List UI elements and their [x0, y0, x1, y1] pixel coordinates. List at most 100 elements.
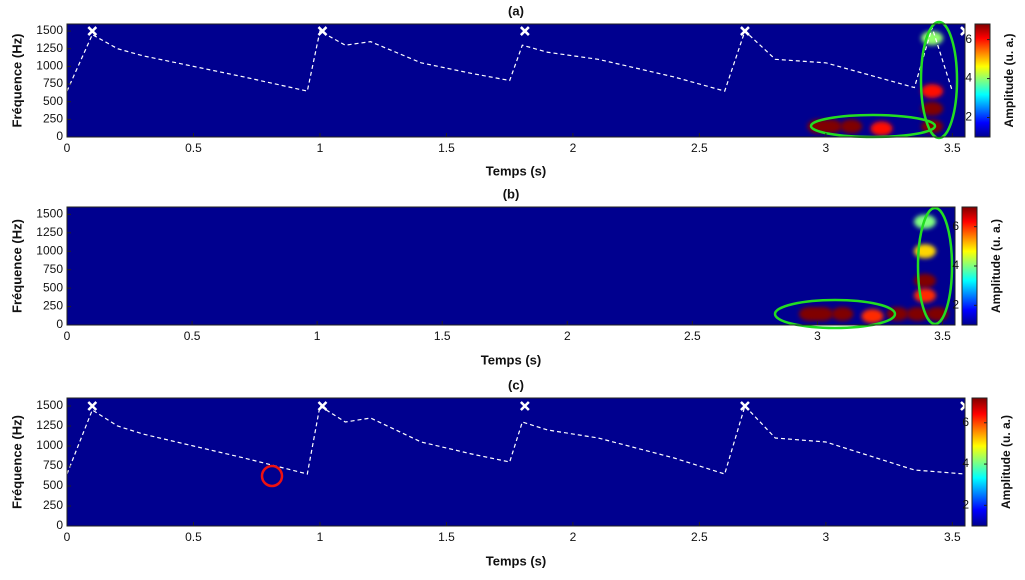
x-tick-label: 0.5	[185, 530, 202, 544]
colorbar-tick-label: 4	[962, 456, 969, 470]
peak-marker	[519, 401, 530, 411]
x-tick-label: 1.5	[438, 141, 455, 155]
colorbar-label: Amplitude (u. a.)	[1002, 34, 1016, 128]
y-tick-label: 250	[43, 299, 63, 313]
peak-marker	[740, 401, 750, 411]
colorbar-tick-label: 6	[962, 415, 969, 429]
hotspot	[870, 121, 893, 136]
x-tick-label: 3.5	[944, 141, 961, 155]
x-tick-label: 0.5	[185, 141, 202, 155]
plot-frame	[66, 206, 956, 326]
hotspot	[831, 306, 854, 321]
x-axis-label: Temps (s)	[486, 163, 546, 178]
y-axis-label: Fréquence (Hz)	[9, 34, 24, 128]
colorbar-tick-label: 4	[952, 258, 959, 272]
highlight-ellipse	[916, 206, 954, 326]
plot-background	[67, 398, 965, 526]
x-tick-label: 0	[64, 141, 71, 155]
peak-marker	[519, 26, 530, 36]
x-tick-label: 0.5	[184, 329, 201, 343]
y-tick-label: 250	[43, 498, 63, 512]
y-tick-label: 500	[43, 280, 63, 294]
panel: 0 0.5 1 1.5 2 2.5 3 3.5 0 250 500 750 1000 1250 1500 (c…	[9, 377, 1013, 568]
hotspot	[811, 306, 834, 321]
y-tick-label: 0	[56, 317, 63, 331]
envelope-line	[67, 25, 953, 92]
hotspot	[921, 84, 944, 99]
x-tick-label: 3	[823, 141, 830, 155]
y-tick-label: 0	[56, 518, 63, 532]
hotspot	[819, 119, 842, 134]
plot-background	[67, 207, 955, 325]
y-tick-label: 500	[43, 94, 63, 108]
highlight-ellipse	[260, 464, 284, 488]
peak-marker	[87, 401, 98, 411]
hotspot	[861, 309, 884, 324]
y-tick-label: 1500	[36, 398, 63, 412]
plot-content	[67, 404, 965, 475]
hotspot	[840, 119, 863, 134]
hotspot	[921, 101, 944, 116]
x-tick-label: 2.5	[691, 530, 708, 544]
y-tick-label: 1000	[36, 438, 63, 452]
peak-marker	[740, 26, 750, 36]
x-axis-label: Temps (s)	[481, 352, 541, 367]
panel-title: (c)	[508, 377, 524, 392]
x-tick-label: 3	[814, 329, 821, 343]
y-axis-label: Fréquence (Hz)	[9, 415, 24, 509]
panel-title: (b)	[503, 186, 520, 201]
x-tick-label: 0	[64, 530, 71, 544]
x-tick-label: 0	[64, 329, 71, 343]
y-axis-label: Fréquence (Hz)	[9, 219, 24, 313]
x-tick-label: 1.5	[434, 329, 451, 343]
panel: 0 0.5 1 1.5 2 2.5 3 3.5 0 250 500 750 1000 1250 1500 (b…	[9, 186, 1003, 367]
panel-title: (a)	[508, 3, 524, 18]
colorbar-label: Amplitude (u. a.)	[989, 219, 1003, 313]
peak-marker	[317, 26, 328, 36]
plot-frame	[66, 397, 966, 527]
y-tick-label: 500	[43, 478, 63, 492]
x-tick-label: 3.5	[944, 530, 961, 544]
panel: 0 0.5 1 1.5 2 2.5 3 3.5 0 250 500 750 1000 1250 1500 (a…	[9, 3, 1016, 178]
plot-background	[67, 24, 965, 137]
y-tick-label: 750	[43, 262, 63, 276]
colorbar-tick-label: 6	[952, 219, 959, 233]
colorbar-label: Amplitude (u. a.)	[999, 415, 1013, 509]
x-axis-label: Temps (s)	[486, 553, 546, 568]
y-tick-label: 0	[56, 129, 63, 143]
x-tick-label: 1	[314, 329, 321, 343]
peak-marker	[317, 401, 328, 411]
colorbar-tick-label: 6	[965, 32, 972, 46]
x-tick-label: 2	[570, 530, 577, 544]
y-tick-label: 250	[43, 112, 63, 126]
plot-frame	[66, 23, 966, 138]
colorbar-tick-label: 2	[965, 110, 972, 124]
y-tick-label: 1000	[36, 59, 63, 73]
x-tick-label: 1	[317, 530, 324, 544]
y-tick-label: 750	[43, 76, 63, 90]
x-tick-label: 2	[570, 141, 577, 155]
x-tick-label: 2.5	[684, 329, 701, 343]
hotspot	[913, 288, 936, 303]
x-tick-label: 1.5	[438, 530, 455, 544]
x-tick-label: 3	[823, 530, 830, 544]
highlight-ellipse	[919, 20, 959, 140]
y-tick-label: 1250	[36, 225, 63, 239]
peak-marker	[87, 26, 98, 36]
colorbar	[974, 23, 991, 138]
colorbar-tick-label: 2	[962, 498, 969, 512]
y-tick-label: 1250	[36, 41, 63, 55]
envelope-line	[67, 404, 965, 475]
x-tick-label: 2.5	[691, 141, 708, 155]
colorbar-tick-label: 4	[965, 71, 972, 85]
x-tick-label: 1	[317, 141, 324, 155]
y-tick-label: 1000	[36, 243, 63, 257]
y-tick-label: 1250	[36, 418, 63, 432]
colorbar-tick-label: 2	[952, 298, 959, 312]
y-tick-label: 1500	[36, 207, 63, 221]
x-tick-label: 2	[564, 329, 571, 343]
y-tick-label: 750	[43, 458, 63, 472]
x-tick-label: 3.5	[934, 329, 951, 343]
y-tick-label: 1500	[36, 23, 63, 37]
